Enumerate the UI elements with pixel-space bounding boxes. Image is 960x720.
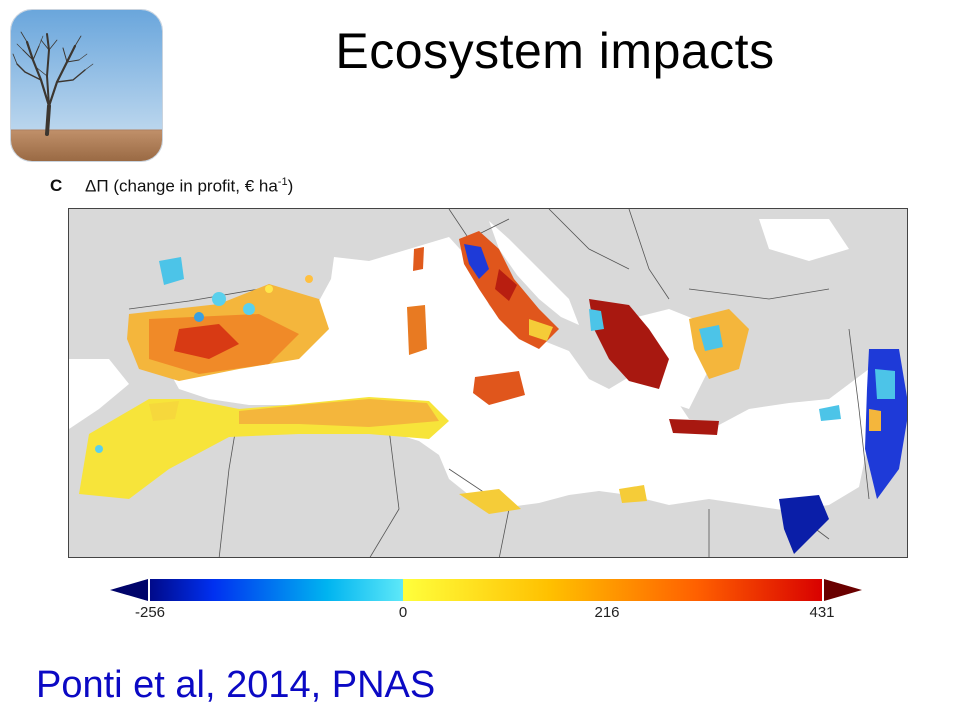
colorbar-tick-mid: 216 bbox=[594, 604, 620, 621]
colorbar-negative-segment bbox=[150, 579, 403, 601]
slide-title: Ecosystem impacts bbox=[335, 23, 775, 79]
citation: Ponti et al, 2014, PNAS bbox=[36, 664, 436, 706]
figure-panel-letter: C bbox=[50, 176, 63, 195]
colorbar bbox=[110, 579, 862, 601]
panel-title-superscript: -1 bbox=[277, 176, 288, 188]
panel-title-suffix: ) bbox=[287, 176, 294, 196]
colorbar-tick-max: 431 bbox=[809, 604, 835, 621]
panel-title-text: ΔΠ (change in profit, € ha bbox=[85, 176, 278, 196]
bare-tree-thumbnail bbox=[10, 9, 163, 162]
colorbar-positive-segment bbox=[403, 579, 823, 601]
colorbar-low-arrow bbox=[110, 579, 148, 601]
colorbar-high-arrow bbox=[824, 579, 862, 601]
figure-panel-title: ΔΠ (change in profit, € ha-1) bbox=[85, 176, 293, 197]
mediterranean-profit-map bbox=[68, 208, 908, 558]
colorbar-tick-zero: 0 bbox=[398, 604, 408, 621]
colorbar-tick-min: -256 bbox=[134, 604, 166, 621]
